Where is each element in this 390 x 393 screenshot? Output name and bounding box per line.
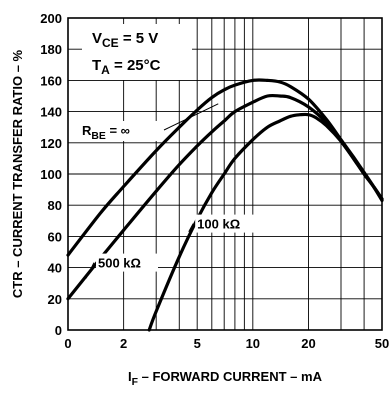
y-tick-label-20: 20: [48, 292, 62, 307]
series-label-bg-1: [96, 253, 158, 272]
y-tick-label-40: 40: [48, 261, 62, 276]
series-line-2: [147, 112, 384, 332]
series-leader-0: [163, 103, 219, 131]
x-axis-title: IF – FORWARD CURRENT – mA: [128, 369, 323, 388]
y-tick-label-100: 100: [40, 167, 62, 182]
y-tick-label-80: 80: [48, 198, 62, 213]
x-tick-label-0: 0: [64, 336, 71, 351]
x-tick-label-2: 2: [120, 336, 127, 351]
condition-ta: TA = 25°C: [92, 57, 161, 77]
y-axis-title: CTR – CURRENT TRANSFER RATIO – %: [10, 49, 25, 298]
axis-title-layer: IF – FORWARD CURRENT – mA CTR – CURRENT T…: [10, 49, 323, 388]
series-leader-1: [85, 262, 95, 279]
condition-vce: VCE = 5 V: [92, 30, 158, 50]
x-tick-label-50: 50: [375, 336, 389, 351]
conditions-box: [82, 24, 192, 80]
y-tick-label-0: 0: [55, 323, 62, 338]
y-tick-label-60: 60: [48, 229, 62, 244]
y-tick-label-140: 140: [40, 105, 62, 120]
series-label-2: 100 kΩ: [197, 217, 240, 232]
x-tick-label-20: 20: [301, 336, 315, 351]
series-label-0: RBE = ∞: [82, 123, 130, 142]
y-tick-label-200: 200: [40, 11, 62, 26]
plot-frame: [67, 17, 383, 331]
y-tick-label-160: 160: [40, 73, 62, 88]
x-tick-label-10: 10: [246, 336, 260, 351]
y-tick-label-180: 180: [40, 42, 62, 57]
series-label-bg-2: [195, 214, 258, 233]
x-tick-label-5: 5: [194, 336, 201, 351]
tick-layer: 0 20 40 60 80 100 120 140 160 180 200 0 2 5 10 20 50: [40, 11, 389, 351]
series-leader-2: [188, 223, 194, 232]
series-label-bg-0: [78, 121, 160, 141]
series-label-1: 500 kΩ: [98, 256, 141, 271]
annotation-layer: VCE = 5 V TA = 25°C RBE = ∞ 500 kΩ 100 kΩ: [78, 24, 258, 279]
y-tick-label-120: 120: [40, 136, 62, 151]
